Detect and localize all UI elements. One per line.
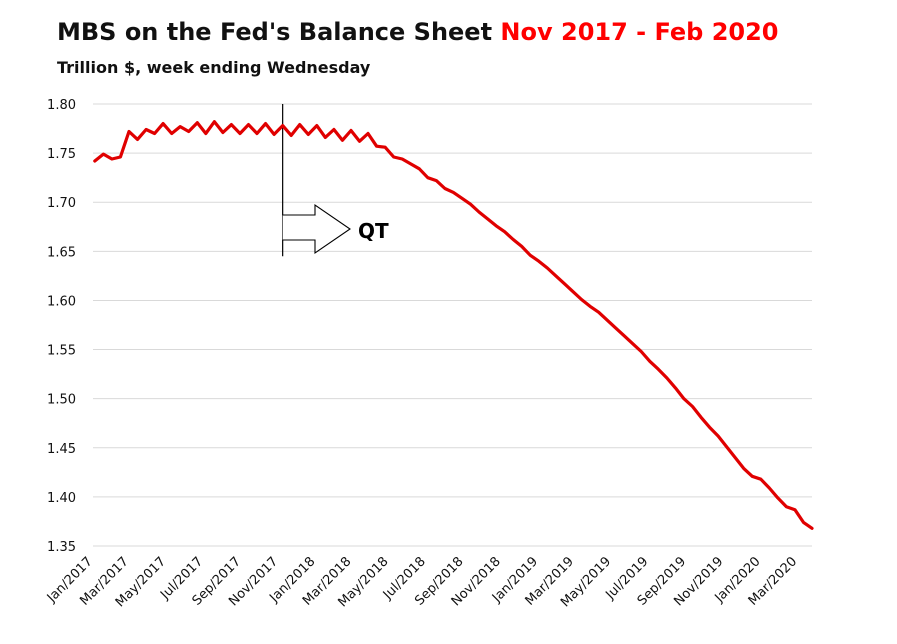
y-tick-label: 1.50 bbox=[47, 393, 76, 408]
y-tick-label: 1.70 bbox=[47, 196, 76, 211]
mbs-series-line bbox=[93, 120, 814, 530]
series-layer bbox=[93, 120, 814, 530]
x-axis: Jan/2017Mar/2017May/2017Jul/2017Sep/2017… bbox=[44, 554, 800, 610]
qt-arrow bbox=[282, 203, 351, 255]
y-tick-label: 1.80 bbox=[47, 98, 76, 113]
y-tick-label: 1.40 bbox=[47, 491, 76, 506]
chart-subtitle: Trillion $, week ending Wednesday bbox=[57, 58, 371, 77]
y-axis: 1.80 1.75 1.70 1.65 1.60 1.55 1.50 1.45 1.40 1.35 bbox=[47, 98, 76, 555]
y-tick-label: 1.65 bbox=[47, 245, 76, 260]
grid-lines bbox=[93, 103, 812, 547]
qt-label: QT bbox=[358, 219, 389, 243]
y-tick-label: 1.35 bbox=[47, 540, 76, 555]
y-tick-label: 1.45 bbox=[47, 442, 76, 457]
y-tick-label: 1.60 bbox=[47, 294, 76, 309]
chart-title-highlight: Nov 2017 - Feb 2020 bbox=[500, 18, 779, 46]
qt-annotation: QT bbox=[282, 104, 389, 257]
y-tick-label: 1.55 bbox=[47, 344, 76, 359]
chart-title: MBS on the Fed's Balance Sheet Nov 2017 … bbox=[57, 18, 779, 46]
chart-title-main: MBS on the Fed's Balance Sheet bbox=[57, 18, 493, 46]
y-tick-label: 1.75 bbox=[47, 147, 76, 162]
